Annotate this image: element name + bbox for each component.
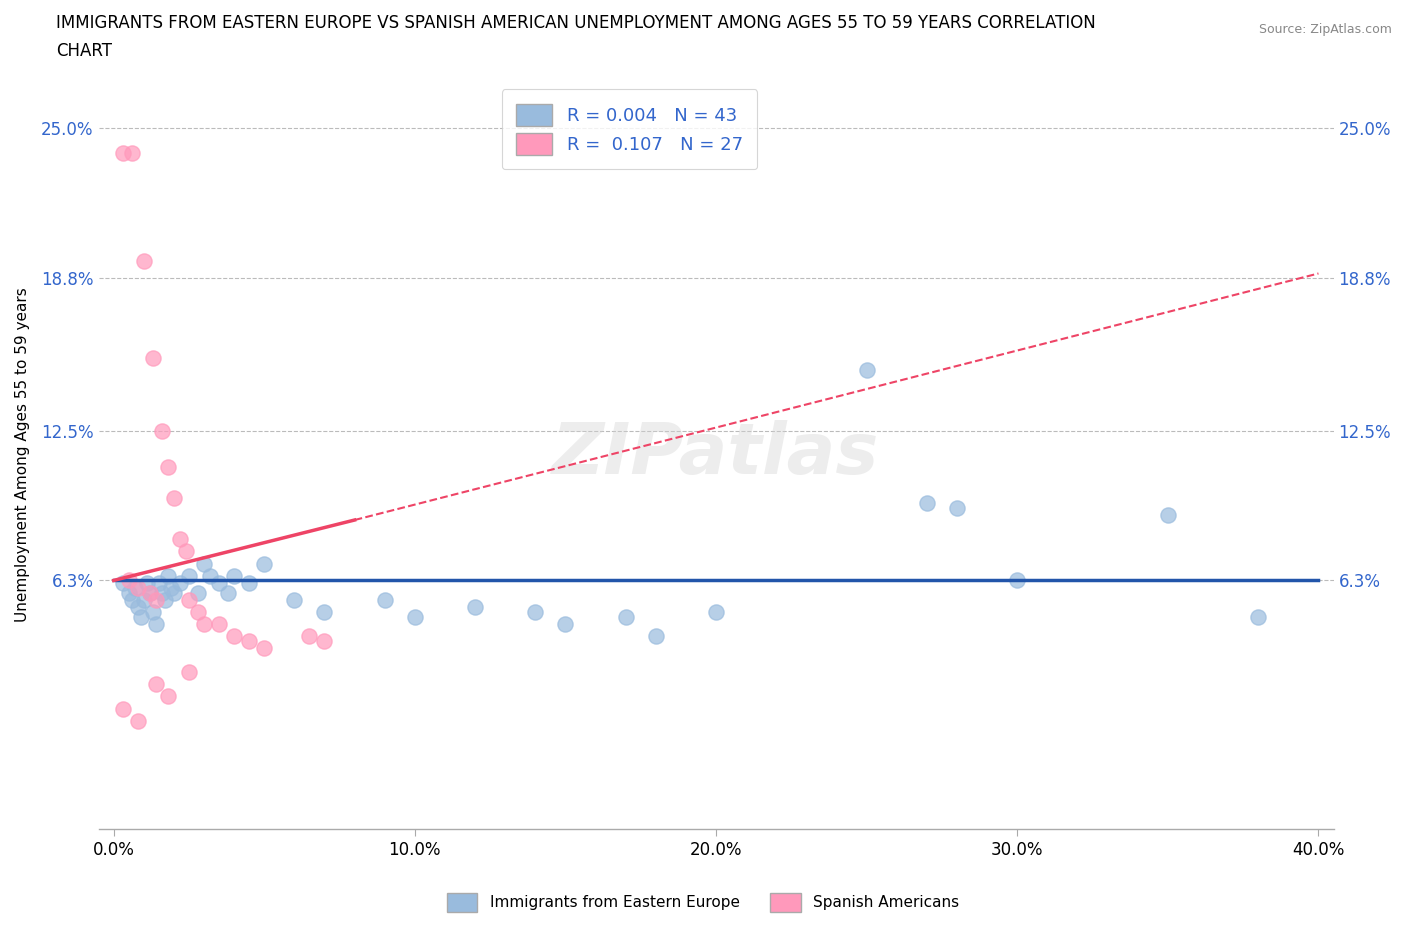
- Point: [150, 423, 173, 438]
- Point: [163, 491, 186, 506]
- Point: [193, 556, 215, 571]
- Point: [139, 585, 162, 600]
- Point: [111, 576, 134, 591]
- Point: [1247, 609, 1270, 624]
- Legend: R = 0.004   N = 43, R =  0.107   N = 27: R = 0.004 N = 43, R = 0.107 N = 27: [502, 89, 758, 169]
- Point: [156, 568, 179, 583]
- Point: [121, 145, 143, 160]
- Point: [253, 641, 276, 656]
- Point: [150, 585, 173, 600]
- Text: IMMIGRANTS FROM EASTERN EUROPE VS SPANISH AMERICAN UNEMPLOYMENT AMONG AGES 55 TO: IMMIGRANTS FROM EASTERN EUROPE VS SPANIS…: [56, 14, 1097, 32]
- Point: [177, 592, 200, 607]
- Point: [704, 604, 727, 619]
- Point: [177, 665, 200, 680]
- Point: [253, 556, 276, 571]
- Point: [193, 617, 215, 631]
- Point: [224, 629, 246, 644]
- Point: [163, 585, 186, 600]
- Point: [124, 580, 146, 595]
- Point: [132, 592, 155, 607]
- Point: [127, 600, 149, 615]
- Point: [314, 633, 336, 648]
- Point: [524, 604, 547, 619]
- Point: [142, 604, 165, 619]
- Point: [127, 713, 149, 728]
- Point: [208, 576, 231, 591]
- Point: [169, 532, 191, 547]
- Point: [208, 617, 231, 631]
- Point: [174, 544, 197, 559]
- Point: [224, 568, 246, 583]
- Text: CHART: CHART: [56, 42, 112, 60]
- Point: [238, 576, 260, 591]
- Text: Source: ZipAtlas.com: Source: ZipAtlas.com: [1258, 23, 1392, 36]
- Point: [156, 689, 179, 704]
- Point: [111, 145, 134, 160]
- Point: [855, 363, 877, 378]
- Point: [554, 617, 576, 631]
- Point: [464, 600, 486, 615]
- Point: [145, 592, 167, 607]
- Point: [142, 351, 165, 365]
- Point: [915, 496, 938, 511]
- Point: [1007, 573, 1029, 588]
- Legend: Immigrants from Eastern Europe, Spanish Americans: Immigrants from Eastern Europe, Spanish …: [440, 887, 966, 918]
- Y-axis label: Unemployment Among Ages 55 to 59 years: Unemployment Among Ages 55 to 59 years: [15, 287, 30, 622]
- Point: [946, 500, 969, 515]
- Point: [187, 585, 209, 600]
- Point: [374, 592, 396, 607]
- Point: [169, 576, 191, 591]
- Point: [198, 568, 221, 583]
- Point: [145, 677, 167, 692]
- Point: [153, 592, 176, 607]
- Point: [160, 580, 183, 595]
- Point: [148, 576, 170, 591]
- Point: [1157, 508, 1180, 523]
- Point: [614, 609, 637, 624]
- Point: [298, 629, 321, 644]
- Point: [121, 592, 143, 607]
- Point: [177, 568, 200, 583]
- Point: [132, 254, 155, 269]
- Point: [139, 585, 162, 600]
- Point: [217, 585, 239, 600]
- Point: [314, 604, 336, 619]
- Point: [135, 576, 157, 591]
- Point: [145, 617, 167, 631]
- Point: [283, 592, 305, 607]
- Point: [111, 701, 134, 716]
- Point: [118, 585, 141, 600]
- Point: [127, 580, 149, 595]
- Point: [404, 609, 426, 624]
- Point: [644, 629, 666, 644]
- Point: [129, 609, 152, 624]
- Point: [238, 633, 260, 648]
- Point: [187, 604, 209, 619]
- Point: [156, 459, 179, 474]
- Text: ZIPatlas: ZIPatlas: [553, 420, 880, 489]
- Point: [118, 573, 141, 588]
